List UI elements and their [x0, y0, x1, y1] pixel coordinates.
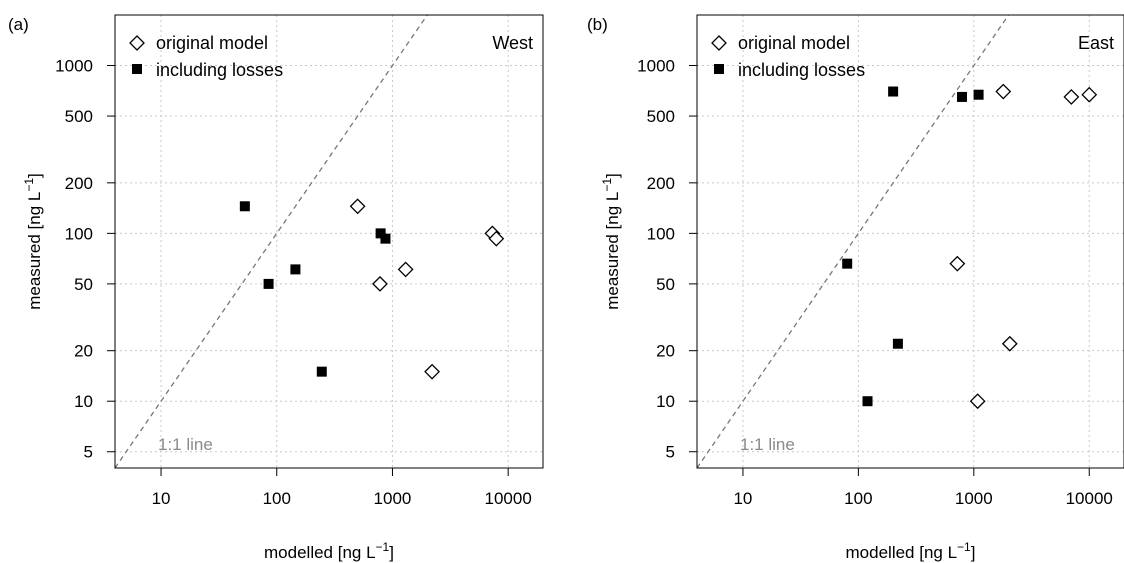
point-including-losses: [862, 396, 873, 407]
legend-label-losses: including losses: [156, 60, 283, 80]
point-including-losses: [842, 258, 853, 269]
x-tick-label: 10: [152, 489, 171, 508]
x-tick-label: 10000: [485, 489, 532, 508]
plot-frame: [696, 14, 1124, 469]
legend-label-losses: including losses: [738, 60, 865, 80]
y-tick-label: 1000: [55, 57, 93, 76]
point-including-losses: [888, 86, 899, 97]
plot-frame: [114, 14, 544, 469]
y-tick-label: 20: [74, 342, 93, 361]
point-original-model: [969, 393, 986, 410]
point-including-losses: [956, 91, 967, 102]
legend-label-original: original model: [738, 33, 850, 53]
point-including-losses: [316, 366, 327, 377]
grid-lines: [115, 15, 543, 468]
chart-panel-b: 1:1 line 10 100 1000 10000 5 10 20 50 100 200 500 10…: [587, 14, 1124, 562]
y-tick-label: 200: [65, 174, 93, 193]
y-tick-label: 500: [65, 107, 93, 126]
legend-marker-losses: [132, 64, 142, 74]
region-label: East: [1078, 33, 1114, 53]
y-tick-label: 20: [656, 342, 675, 361]
legend: original model including losses: [711, 33, 865, 80]
legend-label-original: original model: [156, 33, 268, 53]
y-axis-label: measured [ng L−1]: [600, 173, 622, 310]
x-tick-label: 10000: [1066, 489, 1113, 508]
point-original-model: [397, 261, 414, 278]
x-tick-label: 1000: [955, 489, 993, 508]
x-axis-label: modelled [ng L−1]: [846, 540, 976, 562]
point-original-model: [1063, 89, 1080, 105]
point-original-model: [949, 255, 966, 272]
y-tick-label: 5: [666, 443, 675, 462]
y-axis-label: measured [ng L−1]: [22, 173, 44, 310]
chart-panel-a: 1:1 line 10 100 1000 10000 5 10 20 50 100 200 500 10…: [8, 14, 544, 562]
legend-marker-original: [129, 35, 145, 51]
point-original-model: [1001, 335, 1018, 352]
x-tick-label: 10: [733, 489, 752, 508]
point-original-model: [995, 83, 1012, 100]
one-to-one-label: 1:1 line: [740, 435, 795, 454]
point-original-model: [488, 230, 505, 247]
point-including-losses: [239, 201, 250, 212]
y-tick-label: 200: [647, 174, 675, 193]
y-tick-label: 100: [65, 224, 93, 243]
y-tick-label: 1000: [637, 57, 675, 76]
point-original-model: [372, 275, 388, 292]
y-tick-label: 10: [656, 392, 675, 411]
x-tick-label: 100: [263, 489, 291, 508]
x-axis-label: modelled [ng L−1]: [264, 540, 394, 562]
panel-label: (b): [587, 15, 608, 34]
point-original-model: [1081, 86, 1098, 103]
y-tick-label: 50: [74, 275, 93, 294]
legend-marker-losses: [714, 64, 724, 74]
point-including-losses: [263, 278, 274, 289]
y-tick-label: 5: [84, 443, 93, 462]
x-tick-label: 100: [844, 489, 872, 508]
legend: original model including losses: [129, 33, 283, 80]
grid-lines: [697, 15, 1124, 468]
point-original-model: [424, 363, 441, 380]
x-tick-label: 1000: [374, 489, 412, 508]
region-label: West: [492, 33, 533, 53]
point-including-losses: [375, 228, 386, 239]
point-including-losses: [290, 264, 301, 275]
point-including-losses: [380, 233, 391, 244]
point-including-losses: [892, 338, 903, 349]
y-tick-label: 10: [74, 392, 93, 411]
legend-marker-original: [711, 35, 727, 51]
y-tick-label: 50: [656, 275, 675, 294]
one-to-one-label: 1:1 line: [158, 435, 213, 454]
y-tick-label: 100: [647, 224, 675, 243]
point-original-model: [349, 198, 366, 215]
y-tick-label: 500: [647, 107, 675, 126]
point-including-losses: [973, 89, 984, 100]
panel-label: (a): [8, 15, 29, 34]
